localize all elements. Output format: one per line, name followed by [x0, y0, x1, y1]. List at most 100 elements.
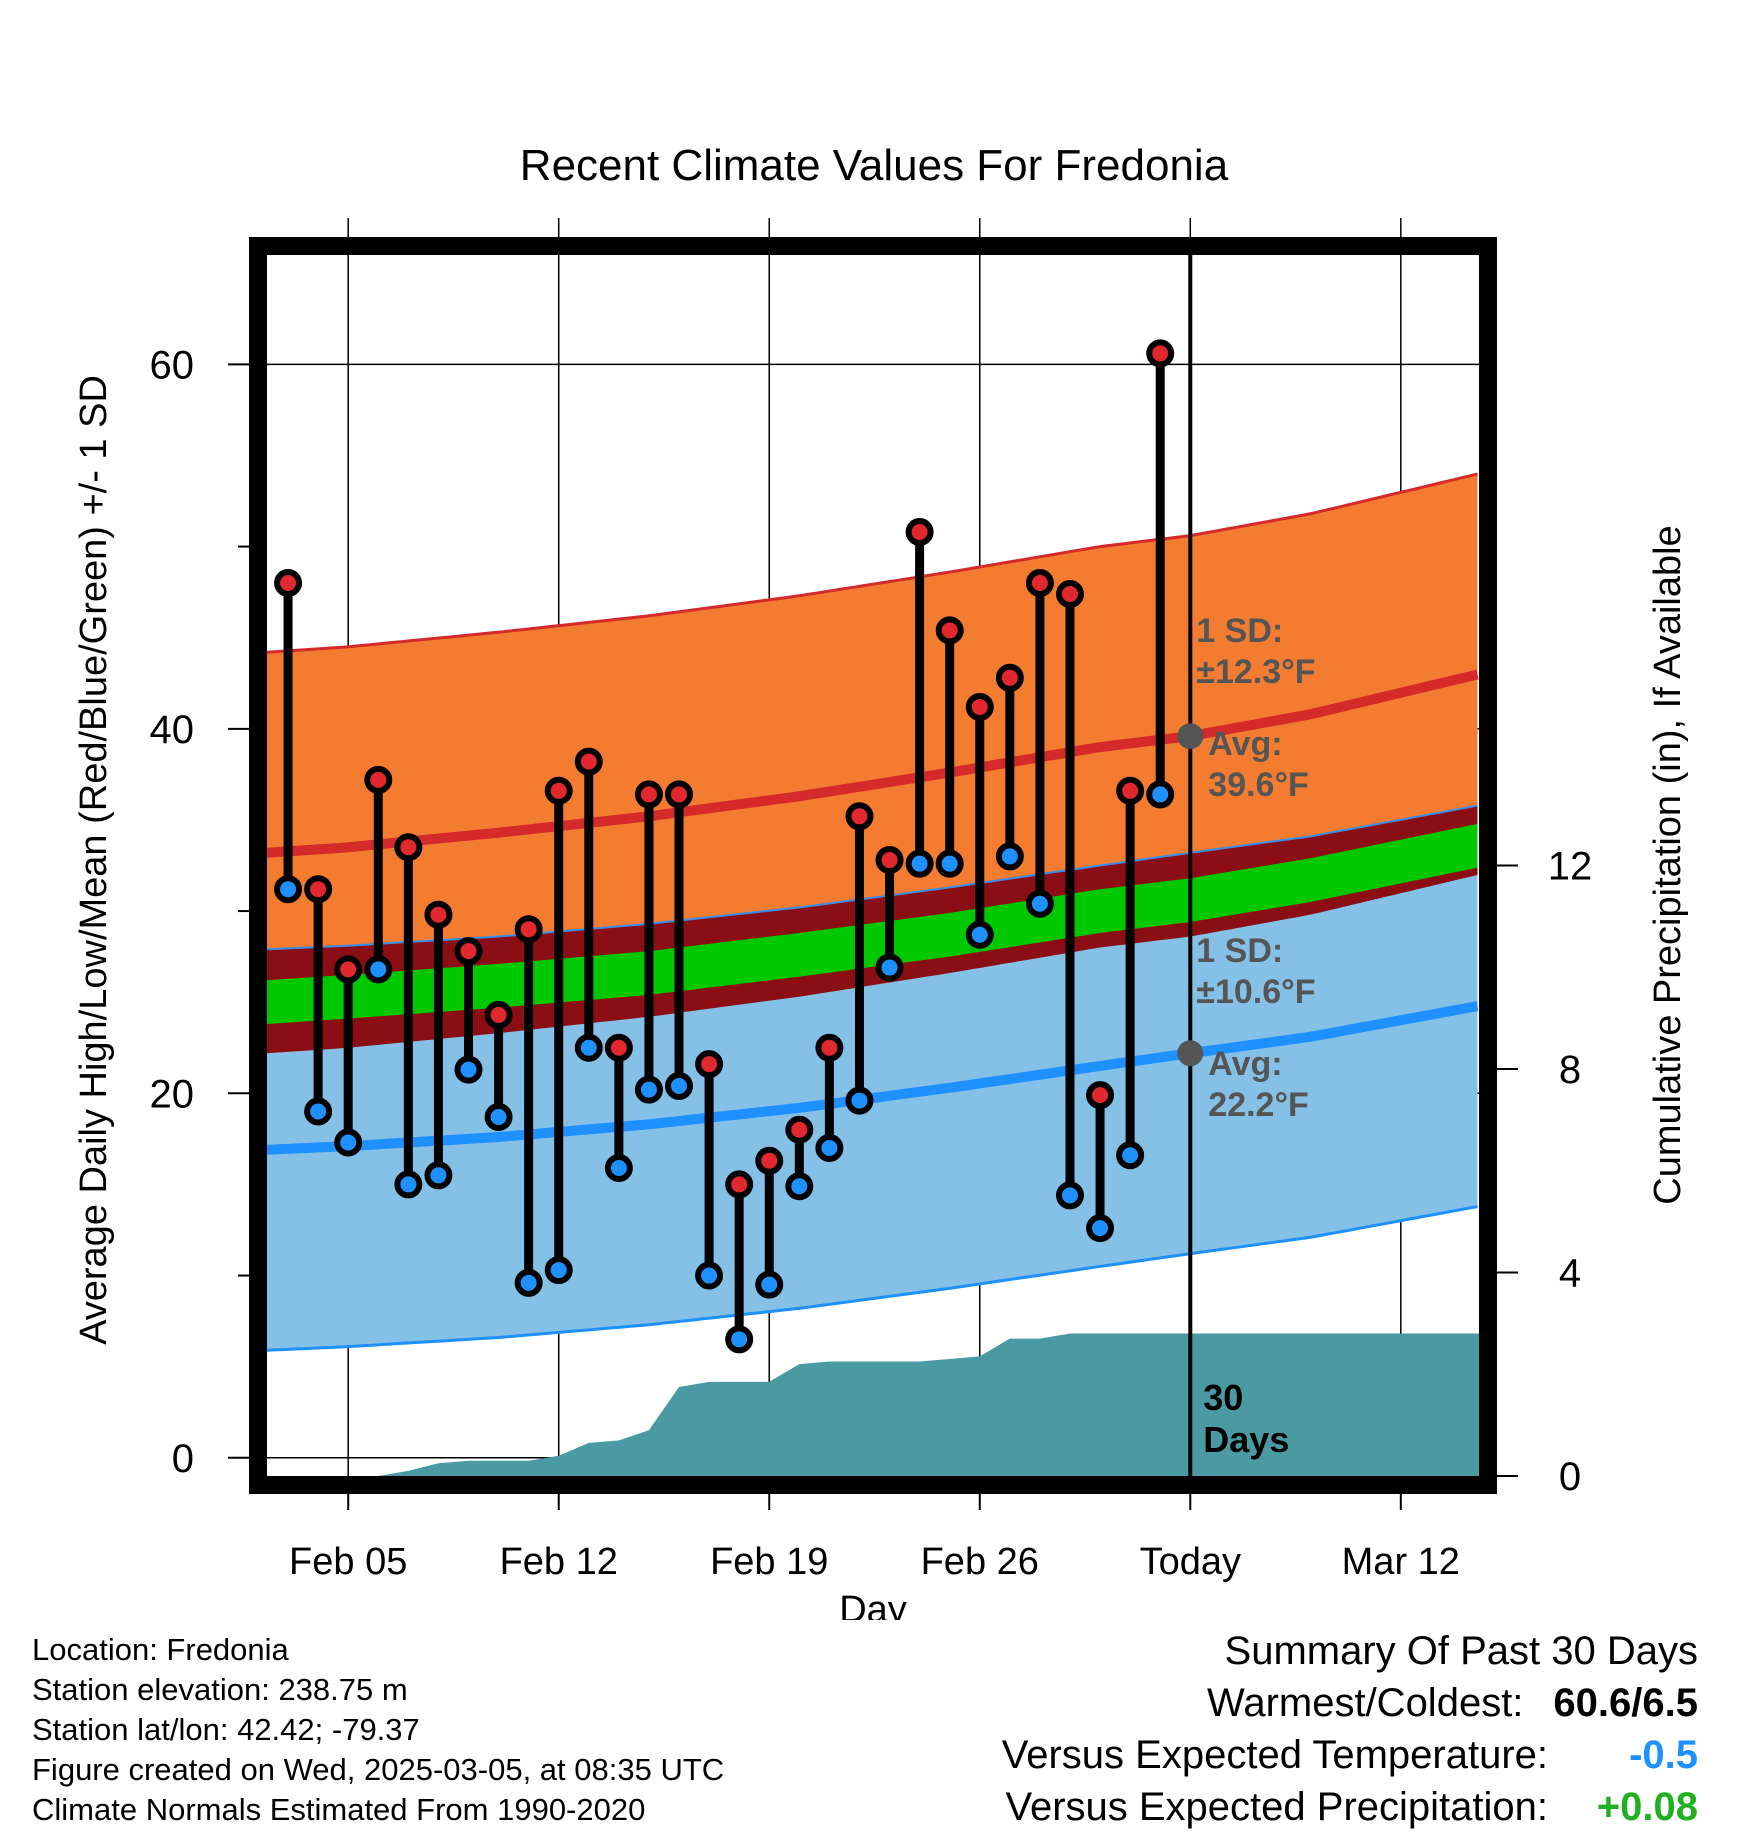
x-tick-label-1: Feb 12: [500, 1541, 618, 1583]
high-point-13: [665, 780, 694, 809]
high-point-18: [815, 1033, 844, 1062]
high-point-3: [364, 765, 393, 794]
x-axis-label: Day: [839, 1589, 907, 1620]
precip-value: +0.08: [1596, 1785, 1698, 1829]
y-right-tick-label-2: 8: [1559, 1048, 1581, 1092]
low-sd-label-1: 1 SD:: [1196, 932, 1283, 970]
high-point-9: [544, 776, 573, 805]
low-point-12: [634, 1075, 663, 1104]
latlon-text: Station lat/lon: 42.42; -79.37: [32, 1712, 420, 1747]
high-sd-label-2: ±12.3°F: [1196, 653, 1315, 691]
y-left-tick-label-2: 40: [150, 708, 195, 752]
normals-text: Climate Normals Estimated From 1990-2020: [32, 1792, 646, 1827]
low-point-7: [484, 1102, 513, 1131]
low-point-13: [665, 1072, 694, 1101]
y-right-tick-label-0: 0: [1559, 1455, 1581, 1499]
high-point-10: [574, 747, 603, 776]
low-point-22: [935, 849, 964, 878]
low-point-21: [905, 849, 934, 878]
high-avg-marker: [1177, 723, 1204, 750]
normal-bands: [266, 472, 1479, 1352]
high-point-6: [454, 937, 483, 966]
high-point-27: [1086, 1081, 1115, 1110]
summary-temp: Versus Expected Temperature: -0.5: [1002, 1729, 1698, 1781]
low-point-4: [394, 1170, 423, 1199]
high-point-28: [1116, 776, 1145, 805]
x-tick-label-3: Feb 26: [921, 1541, 1039, 1583]
y-left-tick-label-0: 0: [172, 1437, 194, 1481]
high-point-29: [1146, 339, 1175, 368]
temp-label: Versus Expected Temperature:: [1001, 1733, 1548, 1777]
high-point-14: [695, 1050, 724, 1079]
low-point-1: [304, 1097, 333, 1126]
plot-frame: [249, 237, 1497, 1494]
high-mean-line: [266, 669, 1479, 858]
high-point-23: [965, 692, 994, 721]
days-label-1: 30: [1203, 1377, 1243, 1418]
warmest-value: 60.6/6.5: [1553, 1681, 1698, 1725]
low-sd-label-2: ±10.6°F: [1196, 973, 1315, 1011]
summary-warmest: Warmest/Coldest: 60.6/6.5: [1002, 1677, 1698, 1729]
x-tick-label-4: Today: [1140, 1541, 1241, 1583]
high-avg-label-2: 39.6°F: [1208, 766, 1309, 804]
high-point-24: [995, 663, 1024, 692]
x-tick-label-0: Feb 05: [289, 1541, 407, 1583]
y-right-tick-label-1: 4: [1559, 1252, 1581, 1296]
low-point-18: [815, 1133, 844, 1162]
low-point-20: [875, 953, 904, 982]
days-label-2: Days: [1203, 1419, 1289, 1460]
y-left-tick-label-1: 20: [150, 1072, 195, 1116]
summary-precip: Versus Expected Precipitation: +0.08: [1002, 1781, 1698, 1833]
y-axis-right-label: Cumulative Precipitation (in), If Availa…: [1647, 525, 1689, 1204]
high-point-17: [785, 1115, 814, 1144]
climate-chart: Recent Climate Values For Fredonia 1 SD:…: [73, 141, 1689, 1620]
x-tick-label-2: Feb 19: [710, 1541, 828, 1583]
station-info: Location: Fredonia Station elevation: 23…: [32, 1630, 724, 1830]
chart-title: Recent Climate Values For Fredonia: [520, 141, 1229, 190]
low-point-23: [965, 920, 994, 949]
low-point-14: [695, 1261, 724, 1290]
low-point-24: [995, 842, 1024, 871]
high-point-20: [875, 846, 904, 875]
low-point-11: [604, 1154, 633, 1183]
low-point-15: [725, 1325, 754, 1354]
low-point-5: [424, 1161, 453, 1190]
high-point-11: [604, 1033, 633, 1062]
temp-value: -0.5: [1629, 1733, 1698, 1777]
low-point-17: [785, 1172, 814, 1201]
mean-band: [267, 823, 1478, 1024]
low-point-2: [334, 1128, 363, 1157]
low-avg-label-2: 22.2°F: [1208, 1086, 1309, 1124]
high-point-22: [935, 616, 964, 645]
low-point-29: [1146, 780, 1175, 809]
low-point-9: [544, 1256, 573, 1285]
low-point-3: [364, 955, 393, 984]
high-avg-label-1: Avg:: [1208, 725, 1282, 763]
low-point-28: [1116, 1141, 1145, 1170]
low-avg-marker: [1177, 1040, 1204, 1067]
high-point-19: [845, 802, 874, 831]
created-text: Figure created on Wed, 2025-03-05, at 08…: [32, 1752, 725, 1787]
low-sd-lower-line: [266, 1205, 1478, 1352]
precipitation-area: [267, 1333, 1479, 1476]
low-point-19: [845, 1086, 874, 1115]
summary-title: Summary Of Past 30 Days: [1224, 1629, 1698, 1673]
low-point-6: [454, 1055, 483, 1084]
low-point-27: [1086, 1214, 1115, 1243]
high-point-15: [725, 1170, 754, 1199]
high-point-8: [514, 915, 543, 944]
observations: [274, 339, 1175, 1354]
x-tick-label-5: Mar 12: [1342, 1541, 1460, 1583]
precip-area: [267, 1333, 1479, 1476]
low-point-26: [1055, 1181, 1084, 1210]
high-sd-label-1: 1 SD:: [1196, 612, 1283, 650]
low-point-10: [574, 1033, 603, 1062]
low-point-16: [755, 1270, 784, 1299]
summary-panel: Summary Of Past 30 Days Warmest/Coldest:…: [1002, 1625, 1698, 1833]
elevation-text: Station elevation: 238.75 m: [32, 1672, 408, 1707]
low-point-25: [1025, 889, 1054, 918]
warmest-label: Warmest/Coldest:: [1207, 1681, 1524, 1725]
low-avg-label-1: Avg:: [1208, 1045, 1282, 1083]
high-sd-upper-line: [266, 472, 1478, 654]
